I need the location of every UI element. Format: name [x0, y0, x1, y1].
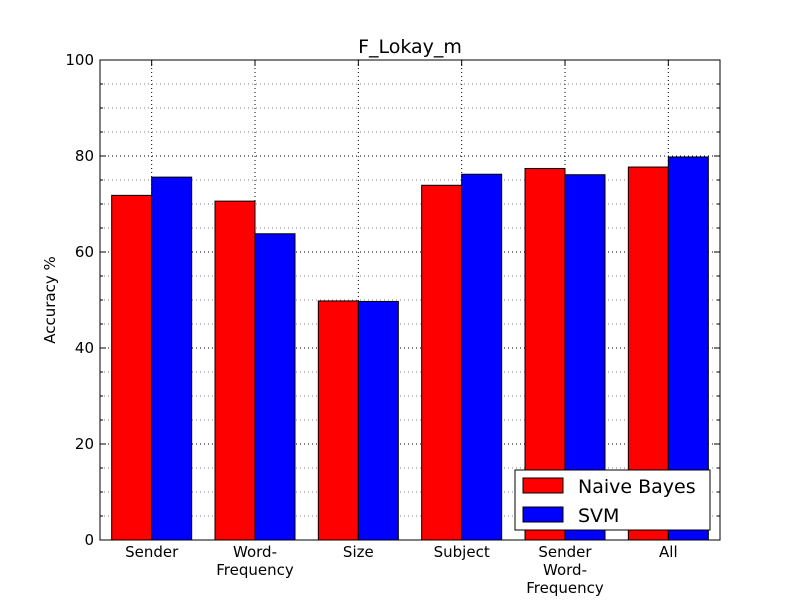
- legend: Naive Bayes SVM: [514, 469, 711, 531]
- bar-svm: [254, 233, 296, 541]
- bar-svm: [151, 176, 193, 541]
- bar-naive-bayes: [317, 300, 359, 541]
- bar-naive-bayes: [421, 184, 463, 541]
- bar-svm: [461, 173, 503, 541]
- chart-title: F_Lokay_m: [358, 36, 462, 58]
- y-tick-labels: 0 20 40 60 80 100: [65, 51, 94, 549]
- x-tick-label: Sender Word-Frequency: [526, 543, 604, 597]
- legend-swatch-naive-bayes: [522, 477, 564, 494]
- x-tick-label: Subject: [434, 543, 490, 561]
- legend-label-naive-bayes: Naive Bayes: [578, 476, 696, 498]
- axis-ticks: [100, 59, 720, 541]
- bar-naive-bayes: [111, 194, 153, 541]
- y-tick-label: 0: [84, 531, 94, 549]
- x-tick-label: All: [659, 543, 678, 561]
- y-axis-title: Accuracy %: [41, 256, 59, 344]
- y-tick-label: 40: [75, 339, 94, 357]
- y-tick-label: 100: [65, 51, 94, 69]
- y-tick-label: 80: [75, 147, 94, 165]
- bar-svm: [357, 300, 399, 541]
- x-tick-label: Sender: [125, 543, 179, 561]
- y-tick-label: 60: [75, 243, 94, 261]
- x-tick-label: Size: [343, 543, 374, 561]
- legend-swatch-svm: [522, 506, 564, 523]
- y-tick-label: 20: [75, 435, 94, 453]
- legend-label-svm: SVM: [578, 505, 619, 527]
- bar-naive-bayes: [214, 200, 256, 541]
- x-tick-label: Word-Frequency: [216, 543, 294, 579]
